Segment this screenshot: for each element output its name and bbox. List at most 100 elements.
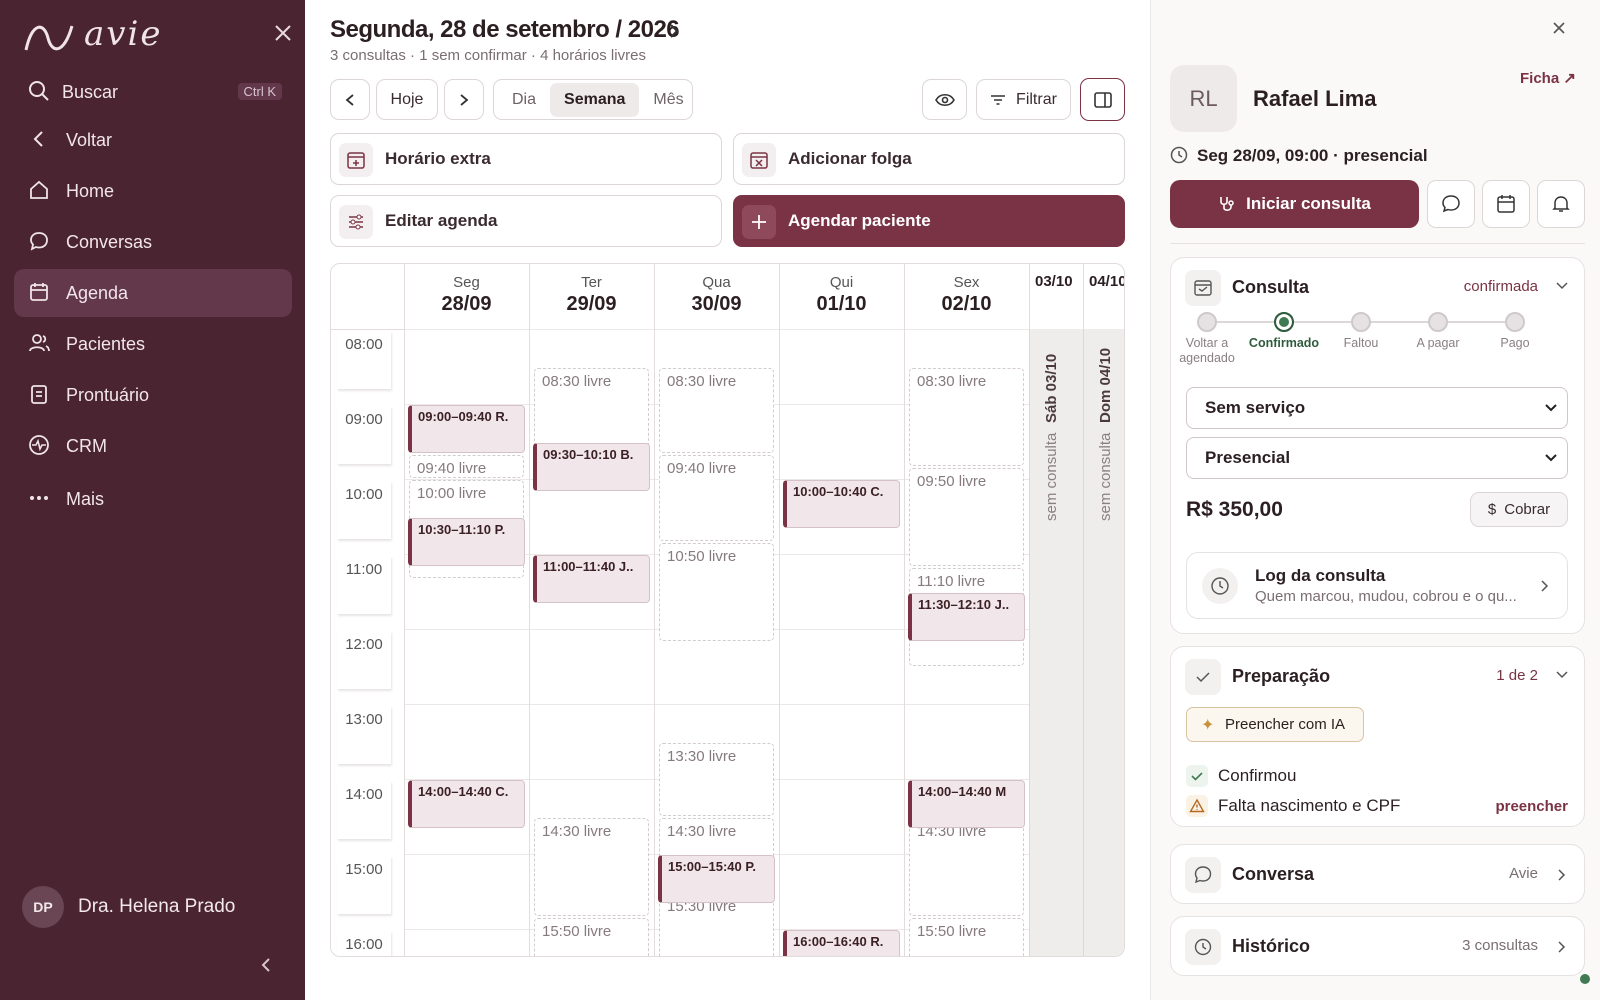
start-button[interactable]: Iniciar consulta — [1170, 180, 1419, 228]
select-value: Sem serviço — [1205, 398, 1306, 417]
next-date[interactable] — [668, 22, 680, 40]
event[interactable]: 11:30–12:10 J.. — [908, 592, 1025, 641]
event[interactable]: 14:00–14:40 C. — [408, 780, 525, 828]
icon — [742, 143, 776, 177]
detail-panel: RL Rafael Lima Ficha ↗ Seg 28/09, 09:00 … — [1150, 0, 1600, 1000]
patient-avatar: RL — [1170, 65, 1237, 132]
charge-button[interactable]: $ Cobrar — [1470, 492, 1568, 527]
search-icon — [29, 81, 49, 101]
calendar-button[interactable] — [1482, 180, 1530, 228]
free-slot[interactable]: 09:40 livre — [659, 455, 774, 541]
chat-icon — [1442, 195, 1460, 213]
today-button[interactable]: Hoje — [376, 79, 438, 120]
action-schedule[interactable]: Agendar paciente — [733, 195, 1125, 247]
step-dot[interactable] — [1274, 312, 1294, 332]
event[interactable]: 09:00–09:40 R. — [408, 405, 525, 453]
weekend-day: Dom 04/10 — [1097, 347, 1114, 423]
view-option[interactable]: Dia — [512, 90, 537, 108]
free-slot[interactable]: 09:50 livre — [909, 467, 1024, 566]
filter-button[interactable]: Filtrar — [976, 79, 1071, 120]
hour-line — [404, 329, 1029, 330]
close-sidebar[interactable] — [274, 24, 292, 42]
event[interactable]: 09:30–10:10 B. — [533, 442, 650, 491]
nav-item[interactable]: Prontuário — [14, 371, 292, 419]
view-option[interactable]: Mês — [653, 90, 684, 108]
nav-item[interactable]: Pacientes — [14, 320, 292, 368]
historico-card[interactable]: Histórico 3 consultas — [1170, 916, 1585, 976]
nav-item[interactable]: Mais — [14, 475, 292, 523]
nav-item[interactable]: Agenda — [14, 269, 292, 317]
patient-name: Rafael Lima — [1253, 86, 1377, 111]
event[interactable]: 11:00–11:40 J.. — [533, 555, 650, 603]
weekend-column — [1083, 329, 1124, 956]
action-off[interactable]: Adicionar folga — [733, 133, 1125, 185]
free-slot[interactable]: 09:40 livre — [409, 455, 524, 478]
collapse[interactable] — [260, 957, 272, 973]
day-date: 28/09 — [441, 293, 492, 315]
event[interactable]: 10:00–10:40 C. — [783, 480, 900, 528]
panel-toggle[interactable] — [1080, 78, 1125, 121]
day-name: Ter — [581, 274, 602, 291]
consulta-card: Consulta confirmada Voltar a agendado Con… — [1170, 257, 1585, 634]
free-slot[interactable]: 14:30 livre — [909, 817, 1024, 916]
nav-icon — [30, 496, 48, 500]
nav-item[interactable]: Voltar — [14, 116, 292, 164]
step-dot[interactable] — [1428, 312, 1448, 332]
chat-button[interactable] — [1427, 180, 1475, 228]
log-title: Log da consulta — [1255, 566, 1386, 585]
search[interactable]: Buscar Ctrl K — [14, 68, 292, 116]
step-dot[interactable] — [1351, 312, 1371, 332]
free-slot[interactable]: 10:50 livre — [659, 542, 774, 641]
free-slot[interactable]: 15:50 livre — [534, 917, 649, 956]
nav-label: Mais — [66, 488, 105, 509]
prev-button[interactable] — [330, 79, 370, 120]
action-edit[interactable]: Editar agenda — [330, 195, 722, 247]
steth-icon — [1220, 197, 1234, 211]
nav-icon — [31, 385, 47, 404]
mode-select[interactable]: Presencial — [1186, 437, 1568, 479]
record-link[interactable]: Ficha ↗ — [1520, 70, 1576, 87]
free-slot[interactable]: 15:50 livre — [909, 917, 1024, 956]
step-dot[interactable] — [1197, 312, 1217, 332]
day-name: Sex — [953, 274, 980, 291]
visibility-button[interactable] — [922, 79, 967, 120]
check-icon — [1186, 765, 1208, 787]
column-line — [1083, 264, 1084, 329]
sidebar: avie Buscar Ctrl K Voltar Home Conversas Ag… — [0, 0, 305, 1000]
free-slot[interactable]: 14:30 livre — [534, 817, 649, 916]
nav-item[interactable]: Conversas — [14, 218, 292, 266]
close-panel[interactable] — [1552, 21, 1566, 35]
conversa-card[interactable]: Conversa Avie — [1170, 844, 1585, 904]
next-button[interactable] — [444, 79, 484, 120]
prep-action[interactable]: preencher — [1495, 798, 1568, 815]
logo: avie — [84, 14, 163, 54]
step-dot[interactable] — [1505, 312, 1525, 332]
hour-label: 08:00 — [337, 331, 391, 389]
event[interactable]: 14:00–14:40 M — [908, 780, 1025, 828]
view-option[interactable]: Semana — [550, 82, 640, 117]
day-date: 02/10 — [941, 293, 992, 315]
log-row[interactable]: Log da consulta Quem marcou, mudou, cobr… — [1186, 552, 1568, 619]
nav-item[interactable]: CRM — [14, 422, 292, 470]
nav-item[interactable]: Home — [14, 167, 292, 215]
ai-button[interactable]: ✦ Preencher com IA — [1186, 707, 1364, 742]
expand[interactable] — [1556, 671, 1568, 679]
nav-icon — [30, 232, 48, 251]
status: confirmada — [1463, 278, 1538, 295]
bell-button[interactable] — [1537, 180, 1585, 228]
event[interactable]: 16:00–16:40 R. — [783, 930, 900, 956]
free-slot[interactable]: 08:30 livre — [909, 367, 1024, 466]
status-dot — [1580, 974, 1590, 984]
action-extra[interactable]: Horário extra — [330, 133, 722, 185]
free-slot[interactable]: 08:30 livre — [659, 367, 774, 453]
service-select[interactable]: Sem serviço — [1186, 387, 1568, 429]
select-value: Presencial — [1205, 448, 1291, 467]
view-switch: Dia Semana Mês — [493, 79, 693, 120]
day-name: Qua — [702, 274, 731, 291]
event[interactable]: 15:00–15:40 P. — [658, 855, 775, 903]
record-label: Ficha — [1520, 70, 1560, 87]
event[interactable]: 10:30–11:10 P. — [408, 517, 525, 566]
expand[interactable] — [1556, 282, 1568, 290]
free-slot[interactable]: 13:30 livre — [659, 742, 774, 816]
